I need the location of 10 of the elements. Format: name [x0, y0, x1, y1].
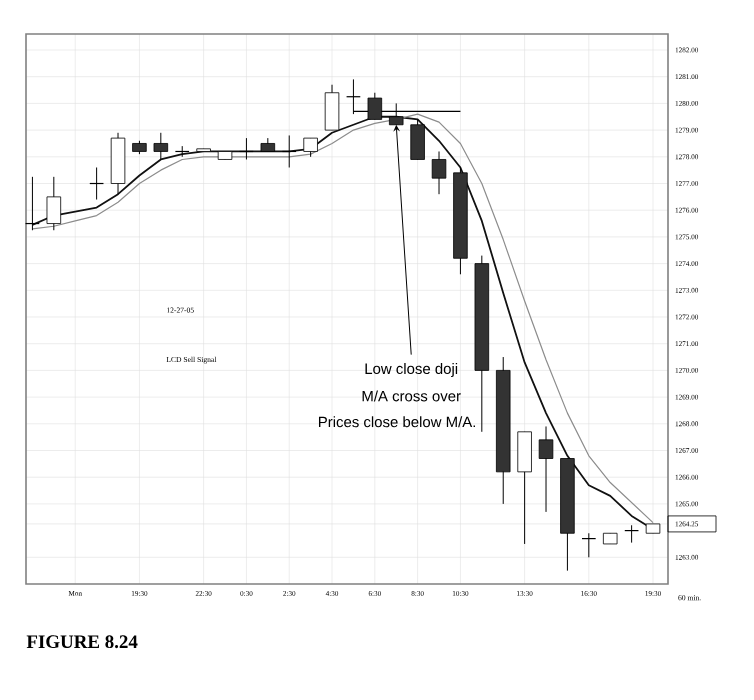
candlestick — [410, 118, 425, 160]
candlestick — [517, 431, 532, 545]
candlestick — [303, 137, 318, 158]
candlestick — [46, 176, 62, 231]
candlestick — [431, 150, 447, 195]
candlestick — [110, 132, 126, 195]
candlestick — [538, 425, 554, 513]
text: FIGURE 8.24 — [26, 635, 138, 649]
candlestick — [153, 132, 169, 160]
candlestick — [324, 84, 340, 131]
